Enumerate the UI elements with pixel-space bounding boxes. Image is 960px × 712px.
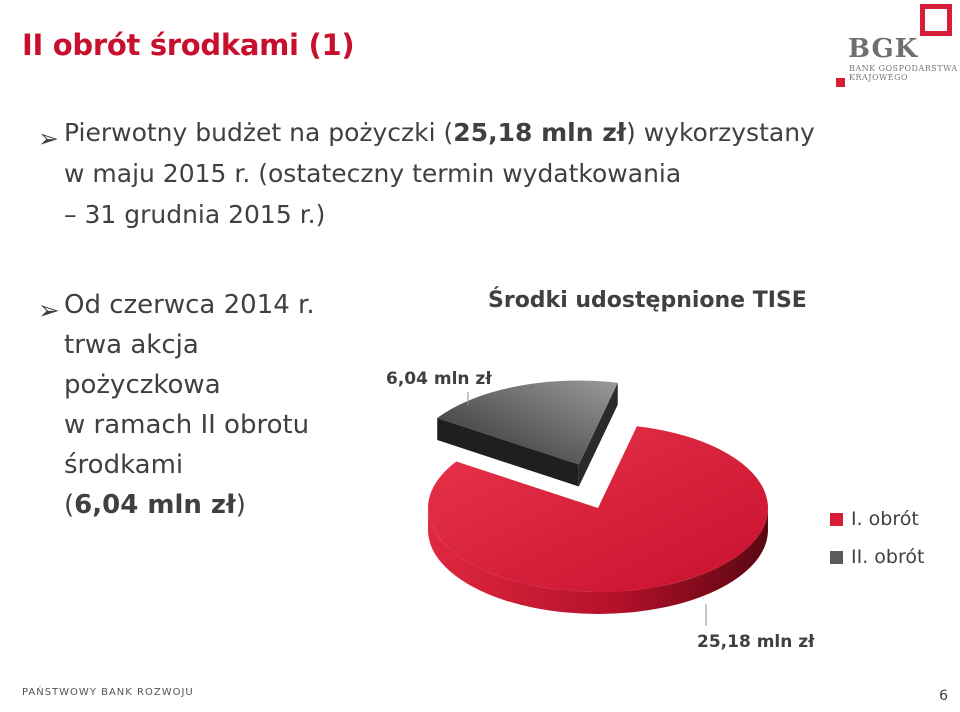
slice-ii-obrot [437, 380, 618, 465]
page-number: 6 [939, 688, 948, 704]
logo-square-small [836, 78, 845, 87]
slice-ii-obrot-side-b [578, 382, 618, 487]
logo-brand-text: BGK [848, 34, 919, 64]
logo-subtitle: BANK GOSPODARSTWA KRAJOWEGO [849, 64, 958, 82]
bullet-budget-text-c: ) wykorzystany [626, 118, 815, 147]
bullet-line-4: w ramach II obrotu [64, 410, 310, 440]
bullet-budget-text-d: w maju 2015 r. (ostateczny termin wydatk… [64, 159, 682, 188]
bullet-budget-text-e: – 31 grudnia 2015 r.) [64, 200, 326, 229]
bgk-logo: BGK BANK GOSPODARSTWA KRAJOWEGO [836, 4, 958, 92]
chart-legend: I. obrót II. obrót [830, 500, 924, 576]
footer-text: PAŃSTWOWY BANK ROZWOJU [22, 687, 194, 698]
arrow-bullet-icon: ➢ [38, 296, 60, 326]
bullet-loan-action: ➢ Od czerwca 2014 r. trwa akcja pożyczko… [38, 285, 368, 525]
bullet-line-5: środkami [64, 450, 184, 480]
bullet-budget-text: Pierwotny budżet na pożyczki (25,18 mln … [64, 112, 815, 235]
legend-label-i-obrot: I. obrót [851, 508, 919, 530]
bullet-line-6: (6,04 mln zł) [64, 485, 315, 525]
bullet-budget-text-a: Pierwotny budżet na pożyczki ( [64, 118, 454, 147]
legend-swatch-i-obrot [830, 512, 843, 526]
data-label-ii-obrot: 6,04 mln zł [386, 369, 492, 389]
legend-item-i-obrot: I. obrót [830, 500, 924, 538]
bullet-loan-action-text: Od czerwca 2014 r. trwa akcja pożyczkowa… [64, 285, 315, 525]
slice-ii-obrot-side-a [437, 418, 579, 487]
arrow-bullet-icon: ➢ [38, 124, 59, 153]
logo-square-large [920, 4, 952, 36]
slice-i-obrot [428, 426, 768, 592]
slide-title: II obrót środkami (1) [22, 28, 355, 62]
legend-label-ii-obrot: II. obrót [851, 546, 925, 568]
bullet-line-1: Od czerwca 2014 r. [64, 290, 315, 320]
bullet-line-6-close: ) [235, 490, 246, 520]
bullet-budget: ➢ Pierwotny budżet na pożyczki (25,18 ml… [38, 112, 838, 235]
bullet-line-6-open: ( [64, 490, 75, 520]
legend-item-ii-obrot: II. obrót [830, 538, 924, 576]
legend-swatch-ii-obrot [830, 550, 843, 564]
slice-i-obrot-side [428, 509, 768, 614]
chart-title: Środki udostępnione TISE [488, 288, 807, 313]
bullet-budget-amount: 25,18 mln zł [453, 118, 627, 147]
bullet-line-6-amount: 6,04 mln zł [74, 490, 236, 520]
bullet-line-2: trwa akcja [64, 330, 199, 360]
data-label-i-obrot: 25,18 mln zł [697, 632, 815, 652]
bullet-line-3: pożyczkowa [64, 370, 221, 400]
